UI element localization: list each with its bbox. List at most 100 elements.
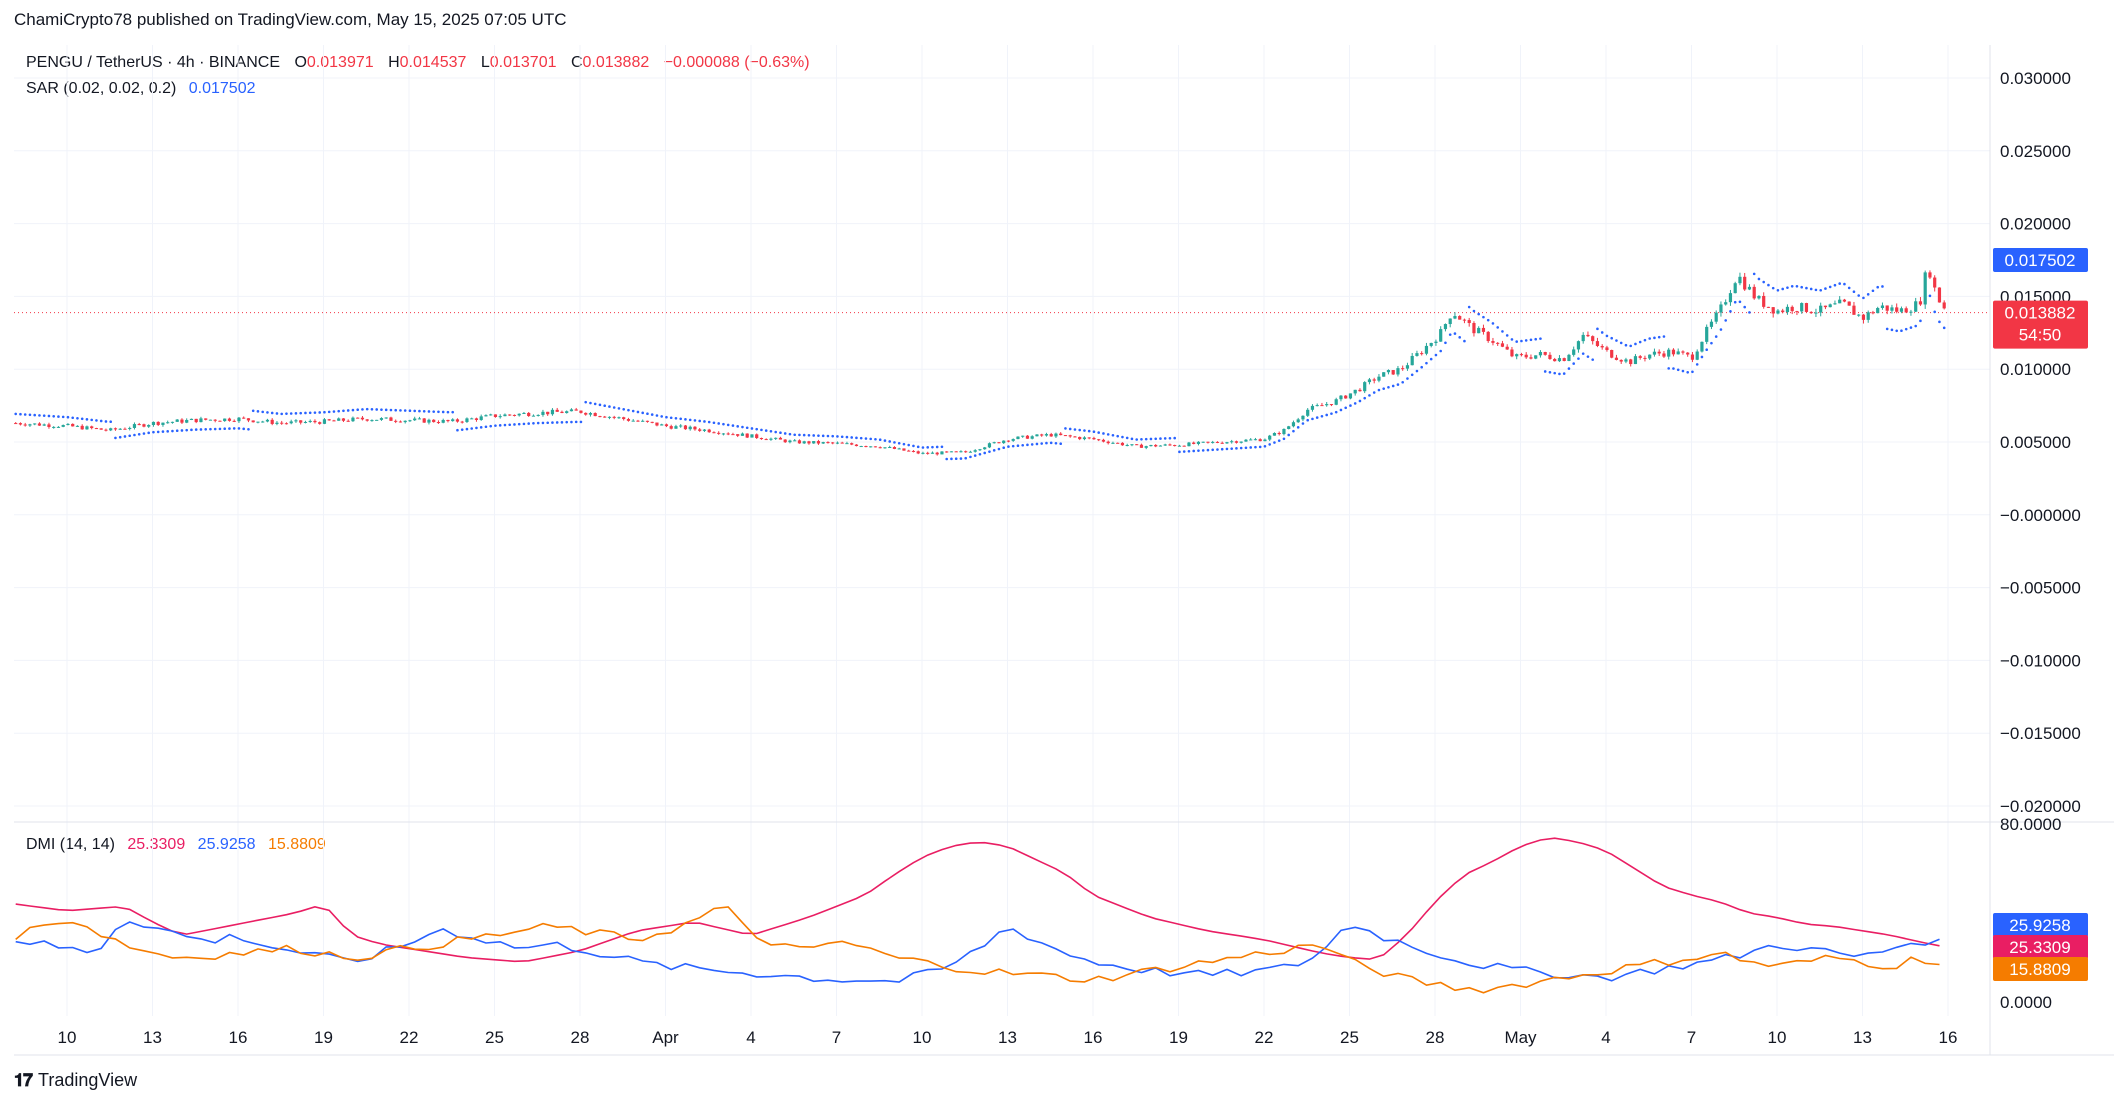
candle-body [85,426,89,430]
sar-dot [1439,349,1442,353]
candle-body [541,411,545,415]
candle-body [831,442,835,444]
sar-dot [574,420,578,424]
sar-dot [1491,322,1495,325]
sar-dot [1178,450,1181,454]
sar-dot [1334,410,1338,414]
candle-body [1481,327,1486,332]
candle-body [56,426,61,428]
candle-body [1386,370,1391,373]
candle-body [1092,437,1096,440]
time-axis-tick: 13 [1853,1028,1872,1047]
sar-dot [1021,443,1024,447]
sar-dot [1615,339,1618,342]
sar-dot [1833,283,1837,287]
candle-body [1534,355,1538,359]
low-value: 0.013701 [489,54,557,71]
time-axis-tick: 13 [998,1028,1017,1047]
sar-dot [1168,436,1172,440]
candle-body [864,446,868,448]
candle-body [1876,308,1880,314]
sar-dot [631,409,635,413]
sar-dot [1225,447,1229,451]
sar-dot [897,441,901,445]
candle-body [911,450,916,452]
sar-dot [1325,413,1328,417]
sar-dot [1087,429,1091,433]
candle-body [508,414,512,416]
sar-dot [1330,412,1333,415]
candle-body [261,421,265,423]
sar-dot [1026,443,1029,447]
candle-body [1733,283,1737,294]
sar-dot [1125,436,1129,440]
sar-dot [527,422,530,425]
candle-body [774,437,778,439]
candle-body [142,424,146,427]
candle-body [104,429,108,431]
candle-body [1752,286,1756,299]
sar-dot [1448,333,1452,336]
sar-dot [1201,449,1205,452]
candle-body [897,448,901,450]
price-axis-tick: 0.030000 [2000,69,2071,88]
candle-body [1890,307,1894,311]
sar-dot [693,419,697,422]
sar-dot [1140,438,1143,441]
sar-dot [470,427,474,430]
sar-dot [1372,391,1376,394]
sar-dot [513,423,516,426]
dmi-label[interactable]: DMI (14, 14) [26,836,115,853]
candle-body [835,442,840,444]
candle-body [1211,441,1215,443]
sar-dot [1391,384,1395,388]
candle-body [1054,433,1058,437]
price-axis-tick: 0.005000 [2000,433,2071,452]
sar-dot [878,438,882,442]
sar-dot [1567,367,1571,370]
sar-label[interactable]: SAR (0.02, 0.02, 0.2) [26,80,177,97]
candle-body [1747,286,1752,290]
candle-body [1116,442,1120,444]
candle-body [1477,327,1481,334]
sar-dot [1078,428,1081,432]
sar-dot [1790,285,1794,288]
tradingview-logo-icon: 𝟏𝟕 [14,1070,33,1090]
sar-dot [1377,388,1381,392]
sar-dot [1591,358,1594,361]
candle-body [1016,436,1020,440]
sar-dot [427,410,431,413]
candle-body [674,426,678,429]
candle-body [1885,305,1889,311]
sar-dot [1938,320,1941,324]
candle-body [522,412,526,414]
sar-dot [1667,367,1670,370]
candles [14,270,1946,456]
sar-dot [954,457,958,461]
candle-body [498,416,502,418]
sar-dot [133,433,136,437]
candle-body [1705,326,1709,342]
sar-dot [1624,343,1628,347]
sar-dot [1344,406,1347,410]
candle-body [1823,305,1828,308]
tradingview-brand[interactable]: 𝟏𝟕 TradingView [14,1070,137,1091]
dmi-line-2 [15,906,1940,994]
sar-dot [1520,339,1523,343]
candle-body [1082,437,1087,440]
sar-dot [935,445,939,449]
sar-dot [1942,326,1946,330]
sar-dot [213,427,217,431]
sar-dot [1301,422,1305,425]
price-badges: 0.017502 0.013882 54:50 25.9258 25.3309 15.88… [1993,247,2088,981]
sar-dot [99,419,103,423]
sar-dot [1738,300,1742,304]
sar-dot [1235,447,1238,450]
candle-body [1847,301,1851,306]
candle-body [1291,422,1296,427]
candle-body [1154,444,1158,447]
candle-body [664,424,669,427]
candle-body [607,416,612,418]
sar-dot [660,415,663,418]
